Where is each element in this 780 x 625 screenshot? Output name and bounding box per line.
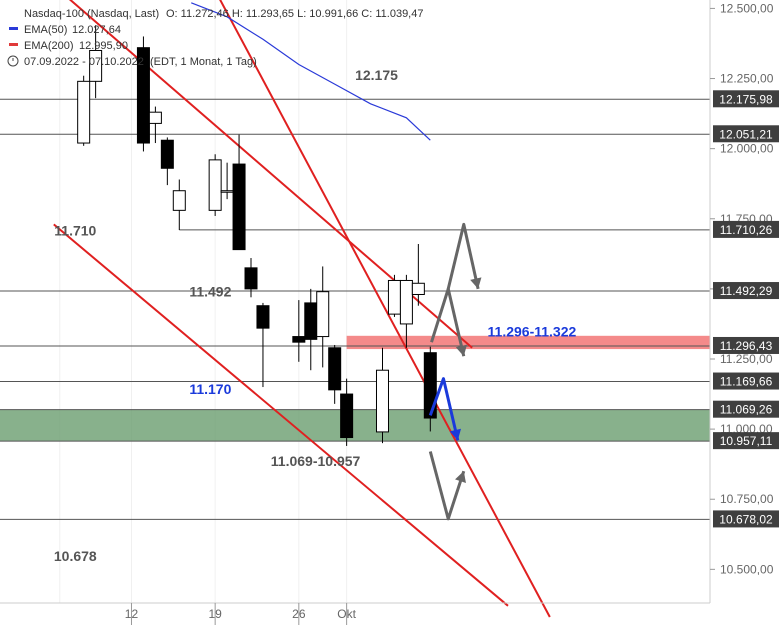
candle-up <box>411 282 425 295</box>
clock-icon <box>7 55 19 67</box>
x-tick-label: 19 <box>208 607 222 621</box>
candle-down <box>423 352 437 419</box>
price-tag-text: 11.710,26 <box>720 223 773 237</box>
candle-down <box>244 267 258 290</box>
support-zone <box>0 409 710 442</box>
price-tag-text: 12.051,21 <box>719 127 773 141</box>
candle-down <box>160 139 174 169</box>
candle-down <box>232 163 246 251</box>
price-tag <box>713 125 779 143</box>
arrow-head <box>455 471 466 483</box>
x-tick-label: 26 <box>292 607 306 621</box>
price-tag <box>713 220 779 238</box>
ema50-line <box>191 2 431 141</box>
price-tag-text: 11.492,29 <box>720 284 773 298</box>
candle-down <box>304 302 318 340</box>
level-lines-layer <box>0 98 710 520</box>
legend-instrument: Nasdaq-100 (Nasdaq, Last) <box>24 8 159 20</box>
annotations-layer: 12.175 11.710 11.492 11.170 11.069-10.957 10.… <box>54 67 577 564</box>
y-tick-label: 12.000,00 <box>720 142 774 156</box>
price-tag-text: 12.175,98 <box>719 92 773 106</box>
legend-ema200-label: EMA(200) <box>24 40 74 52</box>
y-tick-label: 11.250,00 <box>720 352 773 366</box>
y-tick-label: 12.250,00 <box>720 72 774 86</box>
price-tag <box>713 372 779 390</box>
candle-up <box>172 190 186 211</box>
candle-up <box>220 190 234 193</box>
price-tag-text: 11.069,26 <box>720 403 773 417</box>
y-tick-label: 10.500,00 <box>720 562 774 576</box>
candle-up <box>316 291 330 338</box>
candle-down <box>328 347 342 391</box>
price-tag <box>713 400 779 418</box>
candle-up <box>208 159 222 211</box>
level-annotation: 11.492 <box>189 283 231 299</box>
arrow-head <box>449 428 462 441</box>
projection-arrow <box>446 222 480 290</box>
trend-line <box>53 223 509 607</box>
y-tick-label: 12.500,00 <box>720 1 774 15</box>
legend-ema200-value: 12.995,90 <box>79 40 128 52</box>
level-annotation: 11.296-11.322 <box>488 324 577 340</box>
candle-up <box>375 369 389 433</box>
price-tag-text: 10.678,02 <box>719 512 773 526</box>
candle-down <box>340 393 354 439</box>
level-annotation: 11.170 <box>189 381 231 397</box>
candle-up <box>77 80 91 144</box>
price-tag <box>713 510 779 528</box>
candle-up <box>387 279 401 315</box>
level-annotation: 12.175 <box>355 67 398 83</box>
level-annotation: 10.678 <box>54 548 97 564</box>
legend-ema50-label: EMA(50) <box>24 24 67 36</box>
legend-period-note: (EDT, 1 Monat, 1 Tag) <box>150 56 257 68</box>
arrow-head <box>455 344 468 357</box>
x-tick-label: Okt <box>337 607 356 621</box>
ema-layer <box>191 2 431 141</box>
candle-up <box>89 49 103 82</box>
legend: Nasdaq-100 (Nasdaq, Last) O: 11.272,46 H… <box>7 8 423 68</box>
legend-period: 07.09.2022 - 07.10.2022 <box>24 56 144 68</box>
candle-down <box>256 305 270 329</box>
y-tick-label: 10.750,00 <box>720 492 774 506</box>
price-tag-text: 10.957,11 <box>720 434 773 448</box>
price-tags-layer: 12.175,98 12.051,21 11.710,26 11.492,29 11.2… <box>713 90 779 528</box>
arrow-head <box>470 277 482 289</box>
legend-ohlc: O: 11.272,46 H: 11.293,65 L: 10.991,66 C… <box>166 8 423 20</box>
grid-layer <box>59 0 348 603</box>
projection-arrow <box>428 451 466 521</box>
level-annotation: 11.710 <box>54 223 96 239</box>
candle-down <box>136 47 150 144</box>
level-annotation: 11.069-10.957 <box>271 453 361 469</box>
price-tag-text: 11.296,43 <box>720 339 773 353</box>
price-tag-text: 11.169,66 <box>720 375 773 389</box>
price-tag <box>713 336 779 354</box>
candle-up <box>148 111 162 124</box>
candles-layer <box>77 25 437 446</box>
ema200-swatch <box>9 43 18 46</box>
price-tag <box>713 90 779 108</box>
zone-layer <box>0 335 710 442</box>
price-tag <box>713 282 779 300</box>
x-tick-label: 12 <box>125 607 139 621</box>
price-tag <box>713 432 779 450</box>
trend-line <box>219 0 551 618</box>
ema50-swatch <box>9 27 18 30</box>
projection-arrow <box>428 377 460 441</box>
projection-arrows-layer <box>428 222 482 521</box>
legend-ema50-value: 12.027,64 <box>72 24 121 36</box>
candle-up <box>399 279 413 325</box>
candle-down <box>292 336 306 343</box>
